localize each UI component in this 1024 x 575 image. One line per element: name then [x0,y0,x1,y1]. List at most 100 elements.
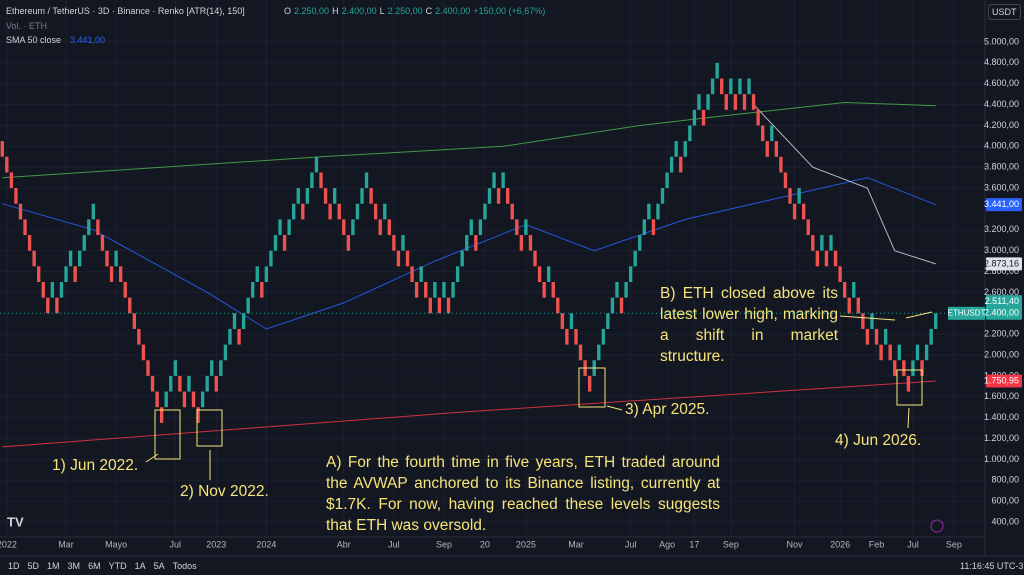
brick-up [870,313,874,329]
brick-down [5,156,9,173]
brick-up [264,266,269,282]
brick-up [487,188,492,204]
brick-down [902,360,906,376]
brick-down [282,235,287,251]
x-tick-label: 2024 [256,539,276,549]
price-label-bg [986,306,1022,320]
brick-down [96,219,100,236]
range-button[interactable]: 1D [8,561,20,571]
brick-up [59,282,64,298]
brick-down [128,297,132,314]
brick-down [833,250,838,267]
x-tick-label: Jul [625,539,637,549]
symbol[interactable]: Ethereum / TetherUS · 3D · Binance · Ren… [6,6,245,16]
range-button[interactable]: 6M [88,561,101,571]
brick-up [173,360,177,376]
brick-down [446,297,451,314]
brick-up [934,313,938,329]
brick-up [483,203,487,220]
brick-up [64,266,68,282]
ohlc-item: 2.250,00 [294,6,330,16]
brick-up [419,266,423,282]
range-button[interactable]: YTD [108,561,127,571]
brick-up [710,78,715,95]
range-button[interactable]: 5A [153,561,165,571]
range-button[interactable]: Todos [172,561,197,571]
range-button[interactable]: 3M [67,561,81,571]
x-tick-label: Sep [436,539,452,549]
brick-down [510,203,514,220]
range-button[interactable]: 1M [47,561,60,571]
y-tick-label: 600,00 [991,496,1019,506]
brick-down [123,282,127,298]
brick-down [847,297,851,314]
y-tick-label: 3.800,00 [984,162,1019,172]
y-tick-label: 4.200,00 [984,120,1019,130]
brick-down [783,172,788,189]
brick-down [565,328,569,345]
y-tick-label: 1.600,00 [984,391,1019,401]
brick-down [410,266,414,282]
brick-up [460,250,464,267]
brick-up [897,344,901,361]
indicator-line [2,101,936,179]
x-tick-label: Mar [58,539,74,549]
brick-up [642,219,646,236]
brick-up [241,313,246,329]
brick-down [920,360,924,376]
brick-down [560,313,565,329]
brick-down [578,344,583,361]
range-buttons: 1D 5D 1M 3M 6M YTD 1A 5A Todos [8,561,205,571]
range-button[interactable]: 5D [27,561,40,571]
brick-down [132,313,136,329]
brick-up [292,203,296,220]
brick-down [515,219,519,236]
sma-value: 3.441,00 [70,35,106,45]
y-tick-label: 800,00 [991,475,1019,485]
brick-down [0,141,4,157]
brick-down [18,203,23,220]
brick-up [82,235,86,251]
brick-down [551,282,555,298]
brick-up [114,250,118,267]
brick-down [155,391,159,408]
x-tick-label: Nov [787,539,804,549]
brick-down [46,297,50,314]
range-button[interactable]: 1A [134,561,146,571]
brick-up [269,250,273,267]
brick-down [574,328,578,345]
brick-up [606,313,610,329]
brick-down [100,235,105,251]
brick-down [474,235,478,251]
brick-up [68,250,73,267]
brick-up [50,282,55,298]
brick-down [323,188,328,204]
y-tick-label: 4.800,00 [984,57,1019,67]
brick-down [424,282,428,298]
brick-down [774,141,779,157]
currency[interactable]: USDT [988,4,1021,20]
brick-down [751,94,756,110]
brick-up [442,282,446,298]
brick-up [478,219,483,236]
brick-up [911,360,915,376]
brick-up [492,172,496,189]
indicator-line [2,380,936,448]
brick-up [715,62,719,79]
y-tick-label: 4.000,00 [984,141,1019,151]
clock: 11:16:45 UTC-3 [960,561,1024,571]
brick-down [37,266,41,282]
x-tick-label: Sep [723,539,739,549]
brick-down [865,328,870,345]
brick-down [328,203,332,220]
y-tick-label: 1.400,00 [984,412,1019,422]
brick-up [797,188,801,204]
brick-up [929,328,933,345]
brick-up [638,235,642,251]
brick-up [351,219,355,236]
annotation-shapes [145,311,933,480]
brick-down [879,344,883,361]
brick-down [806,219,810,236]
brick-up [747,78,751,95]
